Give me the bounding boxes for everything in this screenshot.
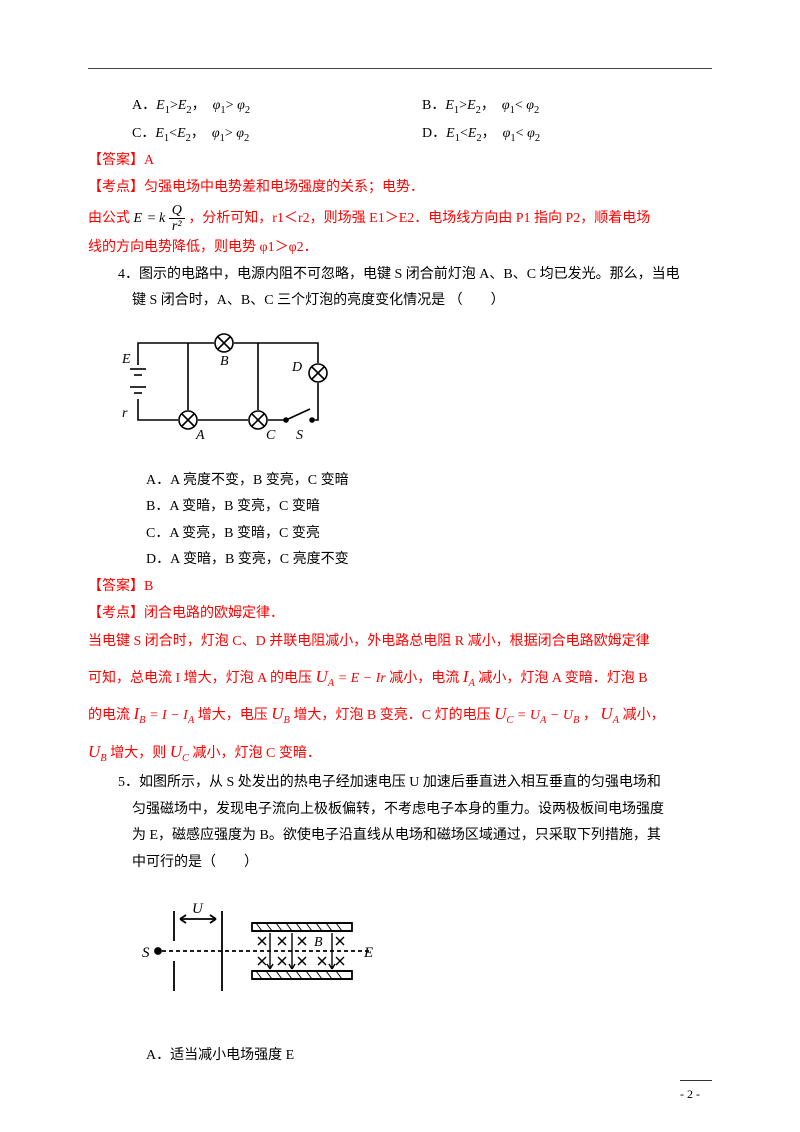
diag-E: E [363,945,373,961]
IAs: A [468,678,474,689]
UBs: B [284,715,290,726]
UA2: U [600,704,612,723]
UA: U [316,667,328,686]
t: 可知，总电流 I 增大，灯泡 A 的电压 [88,671,312,686]
s: C [182,753,189,764]
q5-diagram: S U B E [132,889,712,1030]
opt-label: B． [422,98,445,113]
t: 减小，电流 [389,671,459,686]
t: 减小，灯泡 A 变暗．灯泡 B [478,671,647,686]
t: 减小， [623,708,665,723]
q3-option-C: C．E1<E2， φ1> φ2 [132,121,422,149]
q5-stem1: 5．如图所示，从 S 处发出的热电子经加速电压 U 加速后垂直进入相互垂直的匀强… [118,770,712,797]
t: 增大，电压 [198,708,268,723]
q5-stem4: 中可行的是（ ） [132,850,712,877]
IAs2: A [188,715,194,726]
q4-circuit-diagram: E r B A C D S [118,325,712,456]
q3-explain-line2: 线的方向电势降低，则电势 φ1＞φ2． [88,235,712,262]
q4-expl4: UB 增大，则 UC 减小，灯泡 C 变暗． [88,733,712,770]
q3-options-row1: A．E1>E2， φ1> φ2 B．E1>E2， φ1< φ2 [132,93,712,121]
page-number: - 2 - [680,1087,700,1101]
q3-option-D: D．E1<E2， φ1< φ2 [422,121,712,149]
diag-B: B [314,935,323,950]
t: 的电流 [88,708,130,723]
q5-stem1-text: 如图所示，从 S 处发出的热电子经加速电压 U 加速后垂直进入相互垂直的匀强电场… [139,775,661,790]
opt-label: C． [132,126,155,141]
IBeq: = I − I [146,708,188,723]
q4-answer: 【答案】B [88,574,712,601]
diag-U: U [192,901,204,917]
e1: = U [513,708,540,723]
footer-rule [680,1080,712,1081]
circuit-E-label: E [121,352,131,367]
circuit-S-label: S [296,428,303,443]
q3-options-row2: C．E1<E2， φ1> φ2 D．E1<E2， φ1< φ2 [132,121,712,149]
q4-expl3: 的电流 IB = I − IA 增大，电压 UB 增大，灯泡 B 变亮．C 灯的… [88,695,712,732]
s: A [613,715,619,726]
diag-S: S [142,945,150,961]
circuit-C-label: C [266,428,276,443]
formula-den: r² [169,219,185,234]
q4-optB: B．A 变暗，B 变亮，C 变暗 [146,494,712,521]
t: 增大，则 [110,746,166,761]
q4-optD: D．A 变暗，B 变亮，C 亮度不变 [146,547,712,574]
q4-num: 4． [118,267,139,282]
formula-num: Q [169,203,185,219]
explain-suffix: ，分析可知，r1＜r2，则场强 E1＞E2．电场线方向由 P1 指向 P2，顺着… [188,211,650,226]
circuit-r-label: r [122,406,128,421]
q4-expl2: 可知，总电流 I 增大，灯泡 A 的电压 UA = E − Ir 减小，电流 I… [88,658,712,695]
UB2: U [88,742,100,761]
circuit-A-label: A [195,428,205,443]
opt-label: D． [422,126,446,141]
UC2: U [170,742,182,761]
q4-expl1: 当电键 S 闭合时，灯泡 C、D 并联电阻减小，外电路总电阻 R 减小，根据闭合… [88,627,712,658]
q3-kaodian: 【考点】匀强电场中电势差和电场强度的关系；电势． [88,175,712,202]
q5-stem3: 为 E，磁感应强度为 B。欲使电子沿直线从电场和磁场区域通过，只采取下列措施，其 [132,823,712,850]
s: B [573,715,579,726]
q5-num: 5． [118,775,139,790]
page-footer: - 2 - [680,1080,712,1106]
q4-stem1-text: 图示的电路中，电源内阻不可忽略，电键 S 闭合前灯泡 A、B、C 均已发光。那么… [139,267,680,282]
t: 增大，灯泡 B 变亮．C 灯的电压 [293,708,490,723]
q3-explain-line1: 由公式 E = k Qr² ，分析可知，r1＜r2，则场强 E1＞E2．电场线方… [88,202,712,236]
UC: U [494,704,506,723]
q4-optA: A．A 亮度不变，B 变亮，C 变暗 [146,468,712,495]
q4-stem1: 4．图示的电路中，电源内阻不可忽略，电键 S 闭合前灯泡 A、B、C 均已发光。… [118,262,712,289]
explain-prefix: 由公式 [88,211,130,226]
q4-stem2: 键 S 闭合时，A、B、C 三个灯泡的亮度变化情况是 （ ） [132,288,712,315]
top-divider [88,68,712,69]
q5-optA: A．适当减小电场强度 E [146,1043,712,1070]
circuit-B-label: B [220,354,229,369]
opt-label: A． [132,98,156,113]
circuit-D-label: D [291,360,302,375]
UB: U [271,704,283,723]
q4-optC: C．A 变亮，B 变暗，C 变亮 [146,521,712,548]
e2: − U [546,708,573,723]
t: 减小，灯泡 C 变暗． [193,746,321,761]
q5-stem2: 匀强磁场中，发现电子流向上极板偏转，不考虑电子本身的重力。设两极板间电场强度 [132,797,712,824]
eq: = E − Ir [334,671,386,686]
t: ， [583,708,597,723]
q4-kaodian: 【考点】闭合电路的欧姆定律． [88,601,712,628]
q3-answer: 【答案】A [88,148,712,175]
s: B [100,753,106,764]
q3-option-A: A．E1>E2， φ1> φ2 [132,93,422,121]
q3-option-B: B．E1>E2， φ1< φ2 [422,93,712,121]
